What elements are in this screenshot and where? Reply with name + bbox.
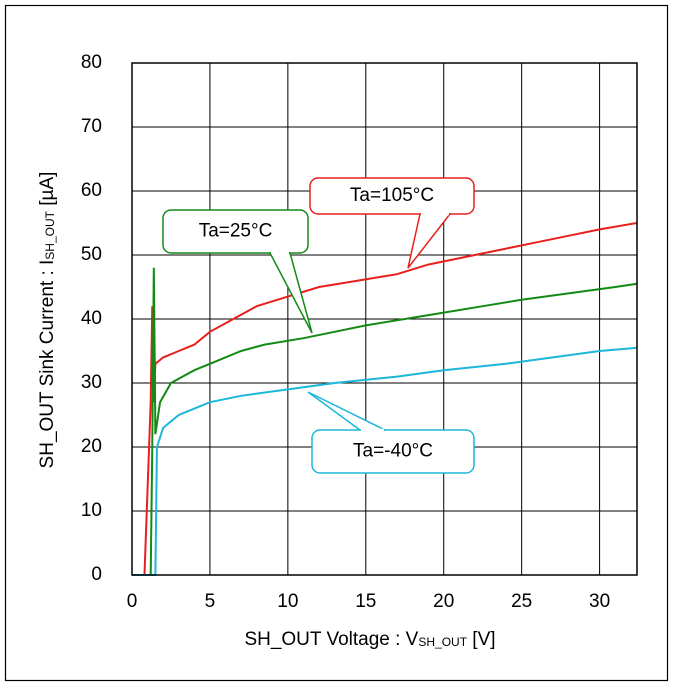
- legend-label: Ta=-40°C: [353, 441, 433, 462]
- legend-label: Ta=105°C: [350, 185, 434, 206]
- x-tick-label: 30: [589, 591, 610, 612]
- legend-label: Ta=25°C: [199, 221, 273, 242]
- x-tick-label: 5: [205, 591, 216, 612]
- x-tick-label: 0: [127, 591, 138, 612]
- y-tick-label: 40: [81, 308, 102, 329]
- callout-box: [162, 209, 309, 254]
- y-tick-label: 20: [81, 436, 102, 457]
- callout-box: [309, 177, 475, 215]
- y-tick-label: 10: [81, 500, 102, 521]
- x-tick-label: 20: [433, 591, 454, 612]
- y-tick-label: 50: [81, 244, 102, 265]
- x-tick-label: 15: [355, 591, 376, 612]
- data-line: [132, 267, 638, 576]
- y-axis-label: SH_OUT Sink Current : ISH_OUT [µA]: [37, 172, 58, 469]
- x-tick-label: 10: [277, 591, 298, 612]
- y-tick-label: 70: [81, 116, 102, 137]
- callout-box: [311, 429, 475, 474]
- plot-border: [131, 62, 638, 576]
- frame: [4, 4, 669, 682]
- y-tick-label: 80: [81, 52, 102, 73]
- data-line: [132, 346, 638, 576]
- x-tick-label: 25: [511, 591, 532, 612]
- x-axis-label: SH_OUT Voltage : VSH_OUT [V]: [244, 629, 495, 650]
- y-tick-label: 30: [81, 372, 102, 393]
- y-tick-label: 0: [91, 564, 102, 585]
- y-tick-label: 60: [81, 180, 102, 201]
